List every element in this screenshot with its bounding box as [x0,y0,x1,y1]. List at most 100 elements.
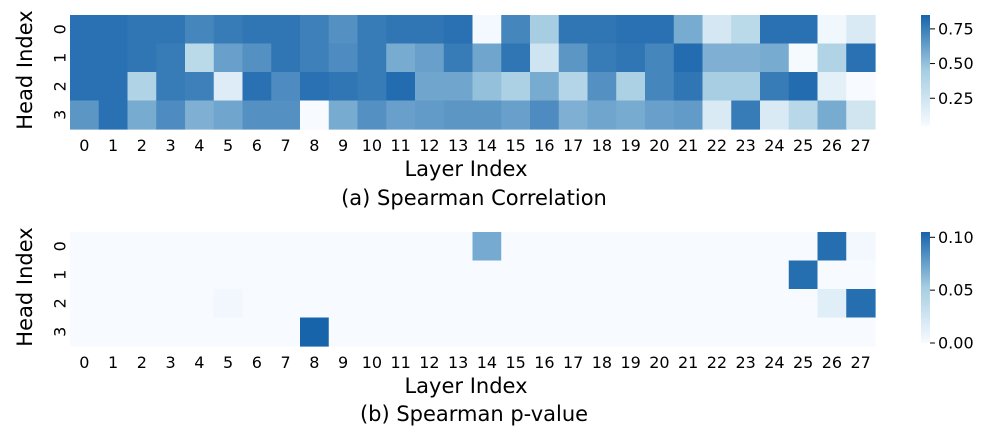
heatmap-cell [98,72,129,102]
heatmap-cell [501,100,531,130]
heatmap-cell [472,43,502,73]
heatmap-cell [328,317,359,347]
heatmap-cell [645,72,675,102]
heatmap-cell [702,317,732,347]
heatmap-cell [472,72,502,102]
heatmap-cell [702,72,732,102]
heatmap-cell [530,232,560,262]
heatmap-cell [616,15,646,45]
heatmap-cell [501,260,531,290]
heatmap-cell [242,289,272,319]
heatmap-cell [386,317,416,347]
heatmap-pvalue: 0 1 2 3 4 5 6 7 8 9 10 11 12 13 14 15 16 17 18 19 20 21 22 23 24… [13,227,974,426]
x-tick-label: 25 [793,353,813,372]
heatmap-cell [731,260,761,290]
heatmap-cell [530,260,560,290]
heatmap-cell [271,100,301,130]
heatmap-cell [70,232,100,262]
heatmap-cell [558,15,589,45]
heatmap-cell [616,260,646,290]
y-tick-label: 0 [51,241,70,251]
x-tick-label: 7 [281,136,291,155]
heatmap-cell [300,15,330,45]
heatmap-cell [616,43,646,73]
heatmap-cell [70,260,100,290]
x-tick-label: 3 [166,136,176,155]
heatmap-cell [558,43,589,73]
heatmap-cell [530,72,560,102]
heatmap-cell [788,289,819,319]
heatmap-cell [156,72,186,102]
heatmap-cell [472,232,502,262]
y-tick-label: 1 [51,53,70,63]
x-tick-label: 16 [534,353,554,372]
x-tick-label: 19 [620,353,640,372]
heatmap-cell [702,15,732,45]
heatmap-cell [300,100,330,130]
heatmap-cell [760,232,790,262]
heatmap-cell [98,232,129,262]
colorbar-tick-label: 0.05 [938,281,974,300]
x-tick-label: 15 [505,353,525,372]
colorbar-gradient [921,232,930,343]
heatmap-cell [415,43,445,73]
heatmap-cell [357,289,387,319]
heatmap-cell [357,15,387,45]
x-tick-label: 5 [223,353,233,372]
y-axis-label: Head Index [13,10,37,129]
heatmap-cell [817,72,847,102]
heatmap-cell [213,15,244,45]
heatmap-cell [156,43,186,73]
heatmap-cell [271,15,301,45]
heatmap-cell [443,72,474,102]
x-tick-label: 21 [678,136,698,155]
x-tick-label: 13 [448,136,468,155]
x-tick-label: 10 [362,353,382,372]
heatmap-cell [472,317,502,347]
x-tick-label: 18 [592,136,612,155]
x-axis-label: Layer Index [404,374,527,398]
x-tick-label: 18 [592,353,612,372]
heatmap-cell [213,72,244,102]
heatmap-cell [271,43,301,73]
heatmap-cell [846,289,876,319]
heatmap-cell [616,72,646,102]
heatmap-cell [558,289,589,319]
heatmap-cell [357,43,387,73]
x-tick-label: 27 [850,136,870,155]
heatmap-cell [846,43,876,73]
x-tick-label: 11 [390,353,410,372]
heatmap-cell [616,289,646,319]
heatmap-cell [242,43,272,73]
colorbar-tick-label: 0.75 [938,19,974,38]
heatmap-cell [415,260,445,290]
heatmap-cell [271,72,301,102]
heatmap-cell [673,43,704,73]
x-tick-label: 16 [534,136,554,155]
y-tick-label: 3 [51,110,70,120]
y-tick-label: 1 [51,270,70,280]
x-tick-label: 17 [563,353,583,372]
heatmap-cell [558,317,589,347]
heatmap-cells [70,15,876,130]
heatmap-cell [443,43,474,73]
heatmap-cell [673,317,704,347]
heatmap-cell [788,317,819,347]
heatmap-cell [702,232,732,262]
heatmap-cell [702,100,732,130]
x-tick-label: 4 [194,353,204,372]
heatmap-cell [587,43,617,73]
heatmap-cell [156,15,186,45]
chart-title: (a) Spearman Correlation [341,186,607,210]
heatmap-cell [185,43,215,73]
y-tick-label: 2 [51,81,70,91]
heatmap-cell [731,232,761,262]
heatmap-cell [415,317,445,347]
heatmap-cell [645,317,675,347]
heatmap-cell [673,260,704,290]
heatmap-cell [788,15,819,45]
y-tick-label: 3 [51,327,70,337]
x-tick-label: 6 [252,353,262,372]
heatmap-cell [156,260,186,290]
